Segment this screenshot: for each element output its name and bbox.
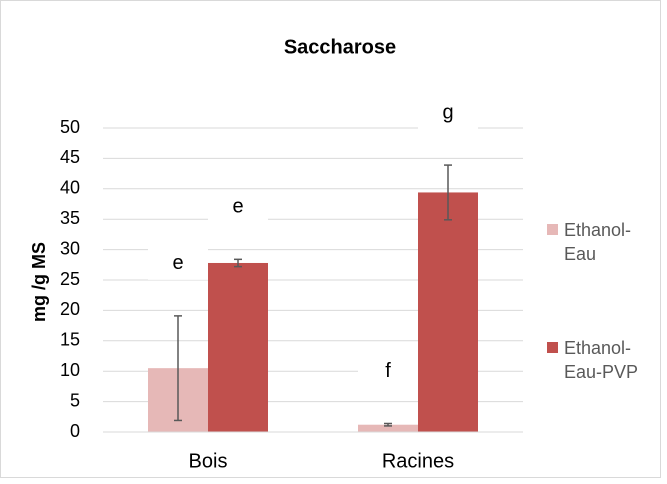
y-tick-label: 20: [60, 299, 80, 319]
legend-item: Ethanol-Eau-PVP: [547, 336, 657, 384]
legend-swatch: [547, 342, 558, 353]
error-bar: [174, 315, 182, 422]
y-tick-label: 30: [60, 238, 80, 258]
annotation-bg: [148, 247, 208, 280]
bar: [358, 424, 418, 432]
annotation-bg: [208, 191, 268, 224]
legend-label: Ethanol-Eau: [564, 220, 632, 264]
annotation: g: [442, 101, 453, 123]
y-tick-label: 0: [70, 421, 80, 441]
y-tick-label: 25: [60, 269, 80, 289]
y-tick-label: 40: [60, 178, 80, 198]
annotation: e: [232, 196, 243, 218]
x-tick-label: Racines: [382, 450, 454, 472]
annotation: e: [172, 252, 183, 274]
y-tick-label: 5: [70, 390, 80, 410]
annotation: f: [385, 360, 391, 382]
x-tick-label: Bois: [189, 450, 228, 472]
y-tick-label: 45: [60, 147, 80, 167]
error-bar: [234, 258, 242, 268]
y-tick-label: 35: [60, 208, 80, 228]
legend-label: Ethanol-Eau-PVP: [564, 338, 639, 382]
legend-swatch: [547, 224, 558, 235]
error-bar: [384, 422, 392, 427]
annotation-bg: [358, 355, 418, 388]
chart-title: Saccharose: [284, 36, 396, 58]
y-tick-label: 15: [60, 330, 80, 350]
legend-item: Ethanol-Eau: [547, 218, 657, 266]
y-tick-label: 50: [60, 117, 80, 137]
y-tick-label: 10: [60, 360, 80, 380]
error-bar: [444, 164, 452, 221]
bar: [208, 262, 268, 432]
chart-border: [0, 0, 661, 478]
y-axis-title: mg /g MS: [29, 242, 49, 322]
annotation-bg: [418, 97, 478, 130]
bar: [418, 192, 478, 432]
